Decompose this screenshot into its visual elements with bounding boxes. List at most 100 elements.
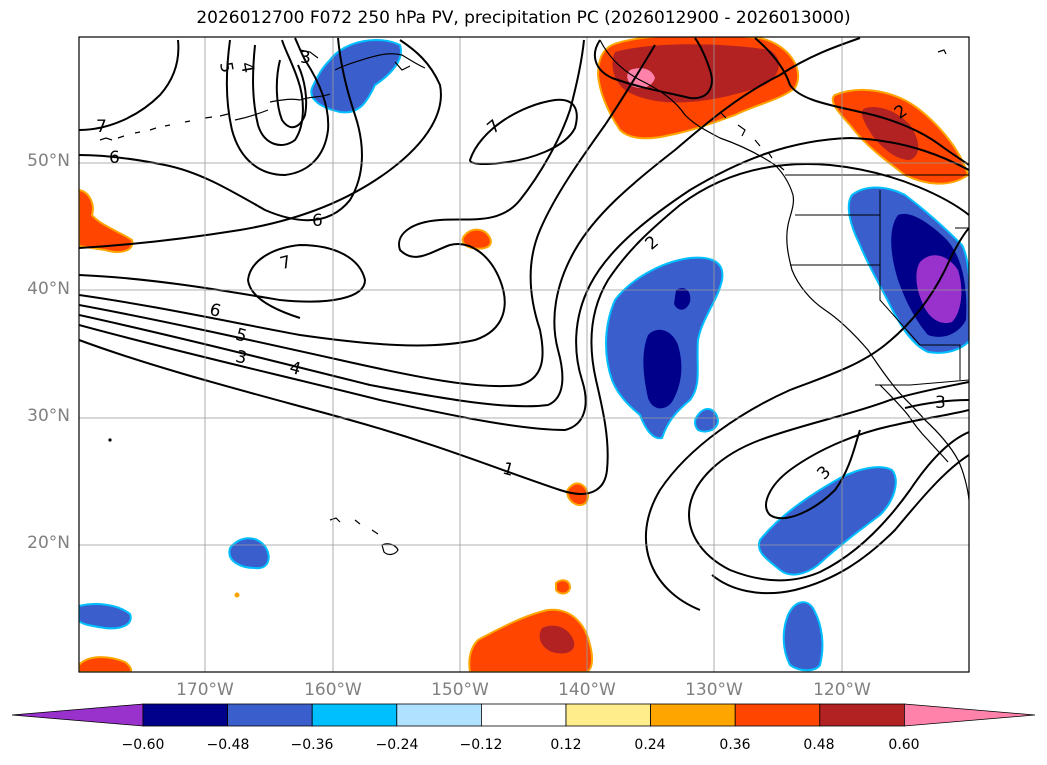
lon-label-140: 140°W (558, 680, 616, 700)
lat-label-20: 20°N (27, 533, 70, 553)
contour-label: 3 (300, 48, 311, 68)
state-border-az (920, 344, 961, 380)
contour-6 (79, 243, 367, 319)
colorbar-extend-min (11, 703, 144, 727)
colorbar-segment (142, 703, 228, 727)
colorbar-tick: −0.36 (290, 737, 334, 753)
contour-11 (252, 39, 304, 146)
contour-label: 1 (500, 459, 516, 481)
colorbar-tick: 0.36 (719, 737, 751, 753)
lat-label-40: 40°N (27, 279, 70, 299)
contour-2 (79, 136, 969, 432)
contour-1 (79, 163, 969, 495)
islands (719, 111, 785, 171)
contour-14 (593, 37, 713, 100)
precip-blob-southeast (757, 466, 897, 576)
contour-label: 6 (207, 300, 223, 322)
colorbar (11, 703, 1036, 727)
colorbar-tick: −0.24 (375, 737, 419, 753)
colorbar-tick: −0.60 (121, 737, 165, 753)
colorbar-tick: −0.48 (206, 737, 250, 753)
colorbar-tick: 0.60 (888, 737, 920, 753)
precip-blob-south-large-core (539, 625, 575, 654)
plot-frame (78, 36, 970, 673)
contour-9 (79, 39, 180, 131)
colorbar-segment (819, 703, 905, 727)
map-title: 2026012700 F072 250 hPa PV, precipitatio… (196, 8, 851, 28)
contour-10 (225, 37, 330, 177)
colorbar-extend-max (904, 703, 1036, 727)
lon-label-170: 170°W (176, 680, 234, 700)
island-dot (108, 438, 112, 442)
contour-label: 3 (935, 393, 946, 413)
contour-18 (711, 454, 969, 595)
colorbar-segment (734, 703, 821, 727)
colorbar-segment (650, 703, 736, 727)
contour-label: 6 (109, 148, 120, 168)
precip-blob-central-core (643, 329, 682, 409)
contour-16 (644, 227, 969, 611)
lon-label-150: 150°W (431, 680, 489, 700)
colorbar-tick: −0.12 (459, 737, 503, 753)
colorbar-segment (227, 703, 313, 727)
precip-blob-hawaii-south (228, 537, 270, 570)
precip-blob-bc-core (861, 106, 919, 160)
political-borders (785, 174, 969, 386)
colorbar-tick: 0.12 (550, 737, 582, 753)
colorbar-tick: 0.24 (634, 737, 666, 753)
contour-label: 6 (312, 211, 323, 231)
contour-15 (754, 37, 969, 166)
hawaii (329, 517, 399, 556)
lon-label-120: 120°W (813, 680, 871, 700)
lon-label-160: 160°W (304, 680, 362, 700)
precip-blob-small (694, 408, 720, 433)
contour-3 (79, 37, 861, 408)
colorbar-segment (311, 703, 398, 727)
plot-area (79, 37, 969, 672)
contour-label: 5 (233, 325, 249, 347)
baja-coastline (879, 384, 949, 463)
contour-8 (79, 37, 363, 222)
precip-blob-small-south (555, 579, 572, 595)
gridlines (79, 37, 969, 672)
colorbar-segment (565, 703, 651, 727)
colorbar-segment (396, 703, 482, 727)
precip-blob-south (782, 601, 824, 672)
state-border-nv-ca (879, 265, 921, 346)
coastlines (99, 39, 969, 556)
contour-label: 4 (287, 358, 303, 380)
contour-label: 7 (96, 117, 107, 137)
colorbar-segment (480, 703, 567, 727)
lat-label-30: 30°N (27, 406, 70, 426)
contour-label: 7 (278, 252, 294, 274)
nw-small-island (937, 49, 947, 55)
contour-20 (904, 399, 969, 409)
aleutian-islands (99, 113, 229, 141)
contour-4 (79, 44, 656, 388)
contour-label: 5 (215, 60, 237, 74)
contour-19 (765, 409, 969, 520)
precip-blob-south-large (468, 608, 594, 672)
colorbar-tick: 0.48 (803, 737, 835, 753)
pv-contours (79, 37, 969, 611)
contour-label: 4 (236, 61, 258, 75)
contour-13 (468, 98, 578, 165)
precip-blob-central-core2 (674, 288, 691, 310)
contour-7 (79, 39, 442, 249)
lon-label-130: 130°W (685, 680, 743, 700)
precip-blob-west-coast-peak (916, 255, 962, 324)
contour-17 (688, 381, 969, 582)
precip-blob-alaska (310, 39, 402, 114)
contour-5 (79, 39, 585, 347)
precip-blob-southwest (79, 603, 132, 630)
lat-label-50: 50°N (27, 151, 70, 171)
precip-blob-midpacific (461, 228, 492, 250)
precip-blob-gulf-alaska-peak (627, 68, 655, 88)
contour-12 (275, 59, 308, 129)
alaska-coastline (234, 49, 426, 121)
north-america-coastline (599, 39, 969, 501)
us-mexico-border (875, 379, 969, 386)
precip-dot (234, 592, 240, 598)
contour-label: 3 (233, 347, 249, 369)
